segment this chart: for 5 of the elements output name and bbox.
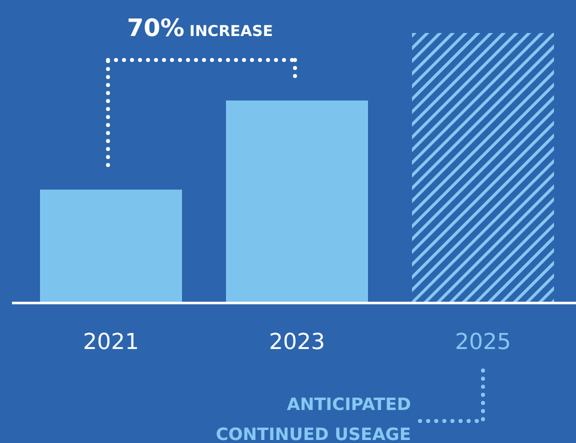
x-tick-label: 2025 <box>455 330 511 355</box>
x-tick-label: 2021 <box>83 330 139 355</box>
annotation: 70% INCREASE <box>126 14 274 42</box>
x-tick-label: 2023 <box>269 330 325 355</box>
text: ANTICIPATED CONTINUED USEAGE <box>216 395 411 443</box>
